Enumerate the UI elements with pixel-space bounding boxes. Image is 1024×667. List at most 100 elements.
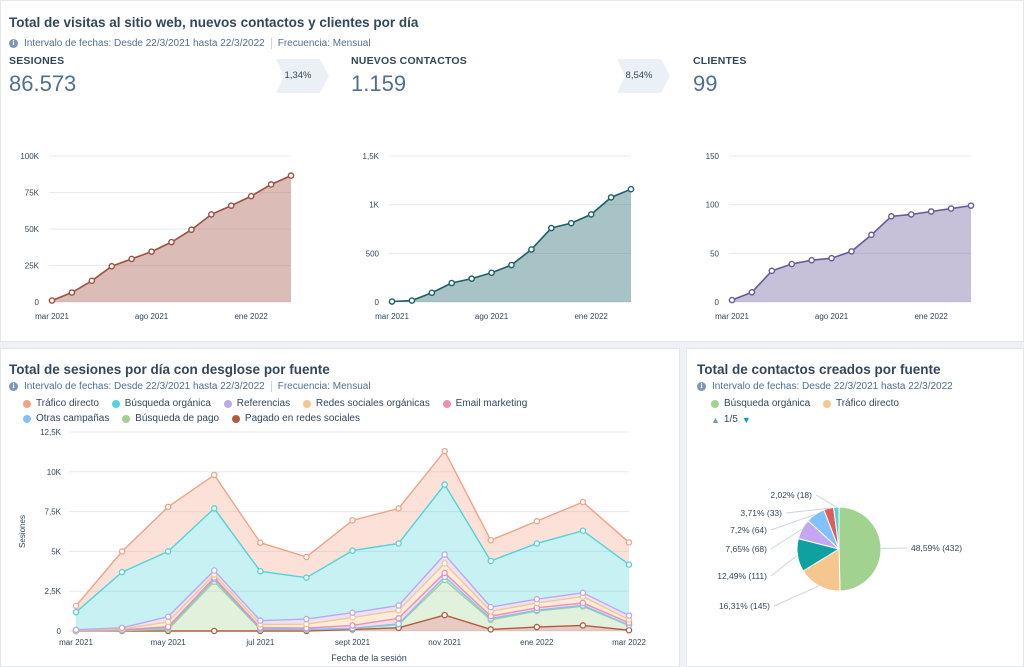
y-tick-label: 50 [710,249,719,258]
data-point [168,238,175,246]
legend-label: Redes sociales orgánicas [315,398,430,409]
y-tick-label: 0 [375,298,380,307]
data-point [728,296,736,304]
data-point [303,620,310,628]
data-point [395,602,402,609]
y-tick-label: 0 [57,627,62,636]
data-point [349,547,356,554]
sessions-stacked-area-chart[interactable]: 0 2,5K 5K 7,5K 10K 12,5K mar 2021 may 2021 jul 2… [1,427,679,666]
y-tick-label: 5K [51,547,61,556]
y-tick-label: 150 [706,152,720,161]
data-point [72,626,80,633]
legend-item[interactable]: Email marketing [442,398,527,409]
x-axis-title: Fecha de la sesión [331,653,407,663]
data-point [548,224,555,232]
top-report-title[interactable]: Total de visitas al sitio web, nuevos co… [9,15,419,30]
contactos-area-chart[interactable]: 0 500 1K 1,5K mar 2021 ago 2021 ene 2022 [341,141,676,331]
data-point [627,185,635,193]
legend-pager: ▲ 1/5 ▼ [711,414,751,425]
data-point [508,261,515,269]
pager-down-icon[interactable]: ▼ [741,414,751,425]
data-point [487,557,494,565]
data-point [395,615,402,622]
data-point [128,255,135,263]
data-point [388,298,396,305]
data-point [257,568,264,575]
date-range-text: Intervalo de fechas: Desde 22/3/2021 has… [712,381,953,392]
data-point [441,447,448,455]
x-tick-label: sept 2021 [335,638,371,647]
data-point [441,569,448,577]
legend-item[interactable]: Tráfico directo [23,398,99,409]
y-tick-label: 1,5K [363,152,380,161]
pie-slice [833,506,840,550]
sessions-source-title[interactable]: Total de sesiones por día con desglose p… [9,362,330,377]
y-tick-label: 1K [369,201,379,210]
x-tick-label: ene 2022 [520,638,554,647]
legend-item[interactable]: Tráfico directo [822,398,899,409]
data-point [164,548,172,555]
data-point [768,267,776,275]
y-tick-label: 25K [25,262,40,271]
data-point [579,527,587,534]
data-point [395,505,402,512]
pie-slice [802,548,841,592]
y-tick-label: 500 [366,249,380,258]
chevron-badge-icon [276,59,329,93]
data-point [395,540,402,547]
pie-slice-label: 3,71% (33) [740,508,782,518]
top-report-meta: i Intervalo de fechas: Desde 22/3/2021 h… [9,38,371,49]
legend-item[interactable]: Búsqueda orgánica [711,398,810,409]
data-point [487,626,494,633]
data-point [88,277,96,285]
legend-item[interactable]: Búsqueda de pago [122,413,219,424]
legend-label: Búsqueda de pago [135,413,220,424]
sesiones-area-chart[interactable]: 0 25K 50K 75K 100K mar 2021 ago 2021 ene 2022 [1,141,336,331]
legend-dot [23,399,31,408]
x-tick-label: mar 2022 [612,638,646,647]
legend-item[interactable]: Otras campañas [23,413,109,424]
x-tick-label: may 2021 [151,638,187,647]
chevron-badge-icon [617,59,670,93]
data-point [68,289,76,296]
data-point [428,289,436,297]
legend-item[interactable]: Pagado en redes sociales [231,413,360,424]
data-point [208,211,215,218]
legend-label: Referencias [236,398,291,409]
data-point [487,537,494,544]
legend-label: Pagado en redes sociales [244,413,360,424]
data-point [828,254,835,262]
area-Búsqueda de pago [76,580,629,631]
x-tick-label: mar 2021 [375,312,409,321]
info-icon[interactable]: i [697,382,706,391]
kpi-sesiones-change-badge: 1,34% [276,59,330,93]
contacts-source-title[interactable]: Total de contactos creados por fuente [697,362,941,377]
contacts-pie-chart[interactable]: 48,59% (432) 16,31% (145) 12,49% (111) 7,65… [687,459,1023,664]
data-point [487,603,494,611]
data-point [164,613,172,620]
data-point [448,279,456,287]
data-point [118,548,126,555]
info-icon[interactable]: i [9,39,18,48]
sessions-legend-row1: Tráfico directo Búsqueda orgánica Refere… [23,398,537,411]
legend-item[interactable]: Redes sociales orgánicas [302,398,430,409]
y-tick-label: 50K [25,225,40,234]
data-point [848,248,855,255]
x-tick-label: mar 2021 [59,638,93,647]
clientes-area-chart[interactable]: 0 50 100 150 mar 2021 ago 2021 ene 2022 [681,141,1016,331]
data-point [108,262,116,270]
data-point [947,205,955,212]
pie-slice-label: 7,65% (68) [725,544,767,554]
x-tick-label: ene 2022 [914,312,948,321]
x-tick-label: ago 2021 [815,312,849,321]
legend-item[interactable]: Búsqueda orgánica [111,398,211,409]
data-point [888,213,895,220]
pager-up-icon[interactable]: ▲ [711,414,720,425]
data-point [625,539,633,546]
pie-slice-label: 7,2% (64) [730,525,767,535]
pie-slice-label: 12,49% (111) [717,571,767,581]
legend-item[interactable]: Referencias [223,398,291,409]
data-point [748,288,756,296]
kpi-contactos-change: 8,54% [625,70,653,81]
info-icon[interactable]: i [9,382,18,391]
